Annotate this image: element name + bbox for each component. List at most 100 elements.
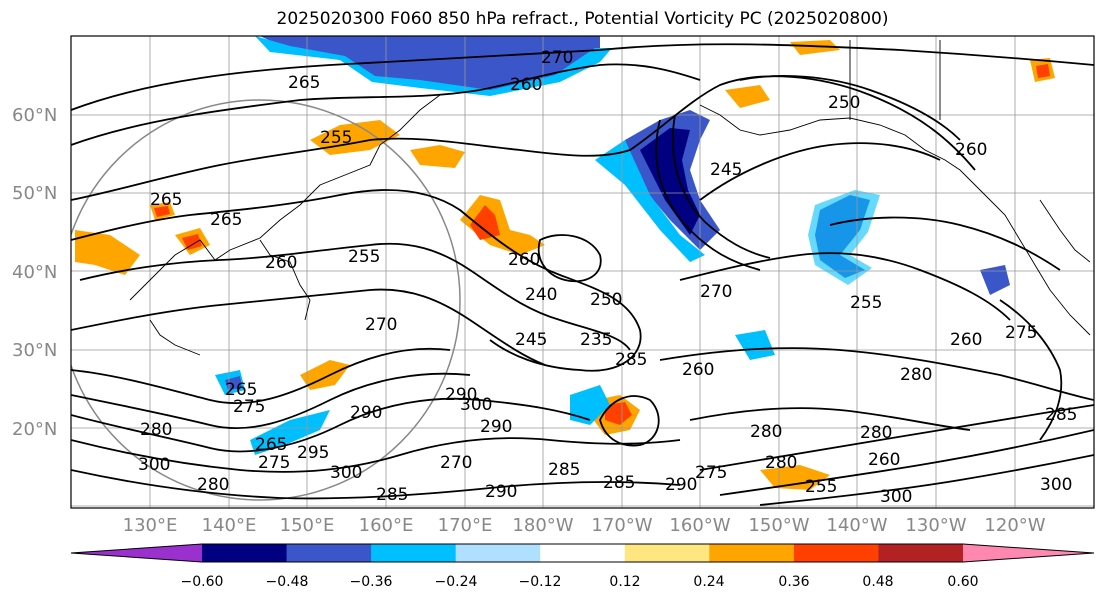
contour-label: 280	[197, 475, 229, 495]
map-background	[71, 36, 1094, 508]
map-panel: 265 270 260 255 250 245 265 260 255 270 …	[71, 36, 1094, 508]
lat-label-60n: 60°N	[12, 105, 57, 126]
colorbar-outline	[70, 543, 1095, 563]
chart-title: 2025020300 F060 850 hPa refract., Potent…	[276, 9, 889, 29]
anomaly-navy-kamchatka	[640, 128, 700, 235]
contour-label: 260	[265, 253, 297, 273]
colorbar-max-extension	[963, 544, 1094, 562]
lon-label: 120°W	[984, 515, 1045, 536]
colorbar-tick-label: 0.48	[862, 574, 893, 590]
lon-label: 160°W	[669, 515, 730, 536]
contour-label: 270	[365, 315, 397, 335]
lon-label: 180°W	[512, 515, 573, 536]
contour-label: 265	[225, 380, 257, 400]
contour-label: 290	[480, 417, 512, 437]
lat-label-20n: 20°N	[12, 419, 57, 440]
contour-label: 260	[950, 330, 982, 350]
colorbar-segment	[793, 544, 879, 562]
lon-label: 130°E	[123, 515, 178, 536]
contour-label: 255	[348, 247, 380, 267]
contour-label: 300	[1040, 475, 1072, 495]
contour-label: 290	[665, 475, 697, 495]
anomaly-blue-3	[980, 265, 1010, 295]
anomaly-red-11	[182, 234, 202, 250]
anomaly-orange-7	[760, 465, 830, 490]
contour-label: 285	[376, 485, 408, 505]
anomaly-lightblue-3	[250, 410, 330, 455]
colorbar-tick-label: −0.12	[519, 574, 562, 590]
contour-label: 300	[330, 463, 362, 483]
contour-label: 235	[580, 330, 612, 350]
colorbar-segment	[455, 544, 541, 562]
contour-label: 275	[233, 397, 265, 417]
anomaly-red-8	[1036, 64, 1050, 78]
contour-label: 290	[350, 403, 382, 423]
anomaly-red-5	[605, 402, 632, 425]
contour-label: 250	[828, 93, 860, 113]
contour-label: 265	[288, 73, 320, 93]
lon-label: 160°E	[359, 515, 414, 536]
contour-label: 240	[525, 285, 557, 305]
contour-label: 265	[210, 210, 242, 230]
contour-label: 300	[460, 395, 492, 415]
contour-label: 295	[297, 443, 329, 463]
anomaly-lightblue-kamchatka	[595, 140, 705, 262]
contour-label: 260	[682, 360, 714, 380]
lon-label: 170°E	[438, 515, 493, 536]
lon-label: 130°W	[905, 515, 966, 536]
colorbar-tick-labels: −0.60 −0.48 −0.36 −0.24 −0.12 0.12 0.24 …	[181, 574, 979, 590]
colorbar	[70, 543, 1095, 563]
coastlines	[129, 40, 1091, 356]
anomaly-lightblue-4	[735, 330, 775, 360]
contour-label: 255	[320, 128, 352, 148]
colorbar-tick-label: 0.24	[693, 574, 724, 590]
contour-label: 300	[138, 455, 170, 475]
anomaly-orange-9	[790, 40, 840, 55]
latitude-labels: 60°N 50°N 40°N 30°N 20°N	[12, 105, 57, 440]
contour-label: 300	[880, 487, 912, 507]
colorbar-tick-label: −0.48	[266, 574, 309, 590]
contour-label: 260	[508, 250, 540, 270]
contour-label: 255	[850, 293, 882, 313]
colorbar-tick-label: 0.12	[609, 574, 640, 590]
contour-label: 270	[541, 48, 573, 68]
contour-label: 280	[900, 365, 932, 385]
anomaly-lightblue-gulf	[808, 190, 880, 285]
colorbar-min-extension	[71, 544, 202, 562]
colorbar-segment	[624, 544, 710, 562]
contour-label: 245	[710, 160, 742, 180]
colorbar-tick-label: 0.60	[947, 574, 978, 590]
longitude-labels: 130°E 140°E 150°E 160°E 170°E 180°W 170°…	[123, 515, 1046, 536]
lon-label: 140°E	[202, 515, 257, 536]
contour-label: 270	[700, 282, 732, 302]
contour-label: 280	[860, 423, 892, 443]
contour-label: 255	[805, 477, 837, 497]
colorbar-segment	[202, 544, 288, 562]
contour-label: 245	[515, 330, 547, 350]
contour-label: 280	[750, 422, 782, 442]
region-outline	[71, 99, 461, 501]
contour-label: 280	[140, 420, 172, 440]
lon-label: 150°W	[748, 515, 809, 536]
contour-labels: 265 270 260 255 250 245 265 260 255 270 …	[138, 48, 1077, 507]
anomaly-lightblue	[255, 36, 612, 96]
contour-label: 270	[440, 453, 472, 473]
contour-label: 275	[258, 453, 290, 473]
contour-label: 275	[695, 463, 727, 483]
colorbar-segment	[709, 544, 795, 562]
anomaly-lightblue-2	[570, 385, 610, 425]
lon-label: 140°W	[826, 515, 887, 536]
lat-label-30n: 30°N	[12, 340, 57, 361]
contour-label: 285	[615, 350, 647, 370]
anomaly-red-1	[470, 205, 500, 240]
colorbar-segment	[371, 544, 457, 562]
contour-label: 275	[1005, 323, 1037, 343]
colorbar-segment	[286, 544, 372, 562]
colorbar-segment	[540, 544, 626, 562]
contour-label: 280	[765, 453, 797, 473]
colorbar-tick-label: −0.24	[435, 574, 478, 590]
contour-label: 260	[955, 140, 987, 160]
contour-label: 285	[603, 473, 635, 493]
contours	[71, 43, 1094, 506]
